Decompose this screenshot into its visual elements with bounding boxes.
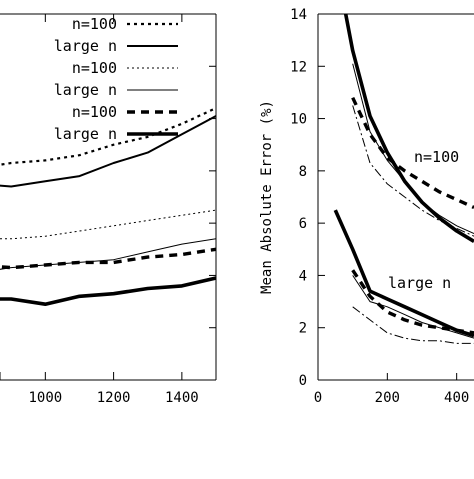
left-x-tick-label: 1200: [97, 390, 131, 406]
right-series-line-4: [352, 105, 474, 237]
right-y-tick-label: 4: [299, 268, 307, 284]
right-x-tick-label: 0: [314, 390, 322, 406]
left-series-line-2: [0, 115, 216, 188]
right-series-line-6: [352, 275, 474, 339]
right-series-line-8: [352, 306, 474, 344]
right-y-tick-label: 14: [290, 7, 307, 23]
left-series-line-3: [0, 209, 216, 240]
annotation-label: n=100: [414, 148, 459, 166]
right-series-line-7: [351, 269, 474, 335]
right-y-tick-label: 0: [299, 373, 307, 389]
left-series-group: [0, 107, 216, 307]
legend-label: n=100: [72, 15, 117, 33]
right-y-tick-label: 10: [290, 112, 307, 128]
left-ticks: 1000 1200 1400: [0, 14, 216, 406]
annotation-label: large n: [388, 274, 451, 292]
right-plot-area: 0 2 4 6 8 10 12 14 0 200 400 n=100 large n Mean Abs…: [259, 7, 474, 406]
legend-label: large n: [54, 125, 117, 143]
legend-label: large n: [54, 81, 117, 99]
right-series-line-5: [333, 209, 474, 338]
right-x-tick-label: 400: [444, 390, 469, 406]
right-series-group: [333, 14, 474, 344]
right-y-tick-label: 2: [299, 321, 307, 337]
left-x-tick-label: 1000: [28, 390, 62, 406]
left-series-line-1: [0, 107, 216, 166]
right-x-tick-label: 200: [375, 390, 400, 406]
legend-label: n=100: [72, 103, 117, 121]
right-y-tick-label: 6: [299, 216, 307, 232]
left-x-tick-label: 1400: [165, 390, 199, 406]
left-series-line-5: [0, 247, 216, 270]
right-annotations: n=100 large n: [388, 148, 459, 292]
legend-label: large n: [54, 37, 117, 55]
left-legend: n=100 large n n=100 large n n=100 large n: [54, 15, 178, 143]
right-series-line-1: [343, 14, 474, 243]
right-y-axis-label: Mean Absolute Error (%): [259, 100, 275, 294]
right-ticks: 0 2 4 6 8 10 12 14 0 200 400: [290, 7, 469, 406]
right-series-line-3: [351, 96, 474, 210]
right-y-tick-label: 8: [299, 164, 307, 180]
legend-label: n=100: [72, 59, 117, 77]
left-series-line-6: [0, 276, 216, 307]
right-y-tick-label: 12: [290, 59, 307, 75]
